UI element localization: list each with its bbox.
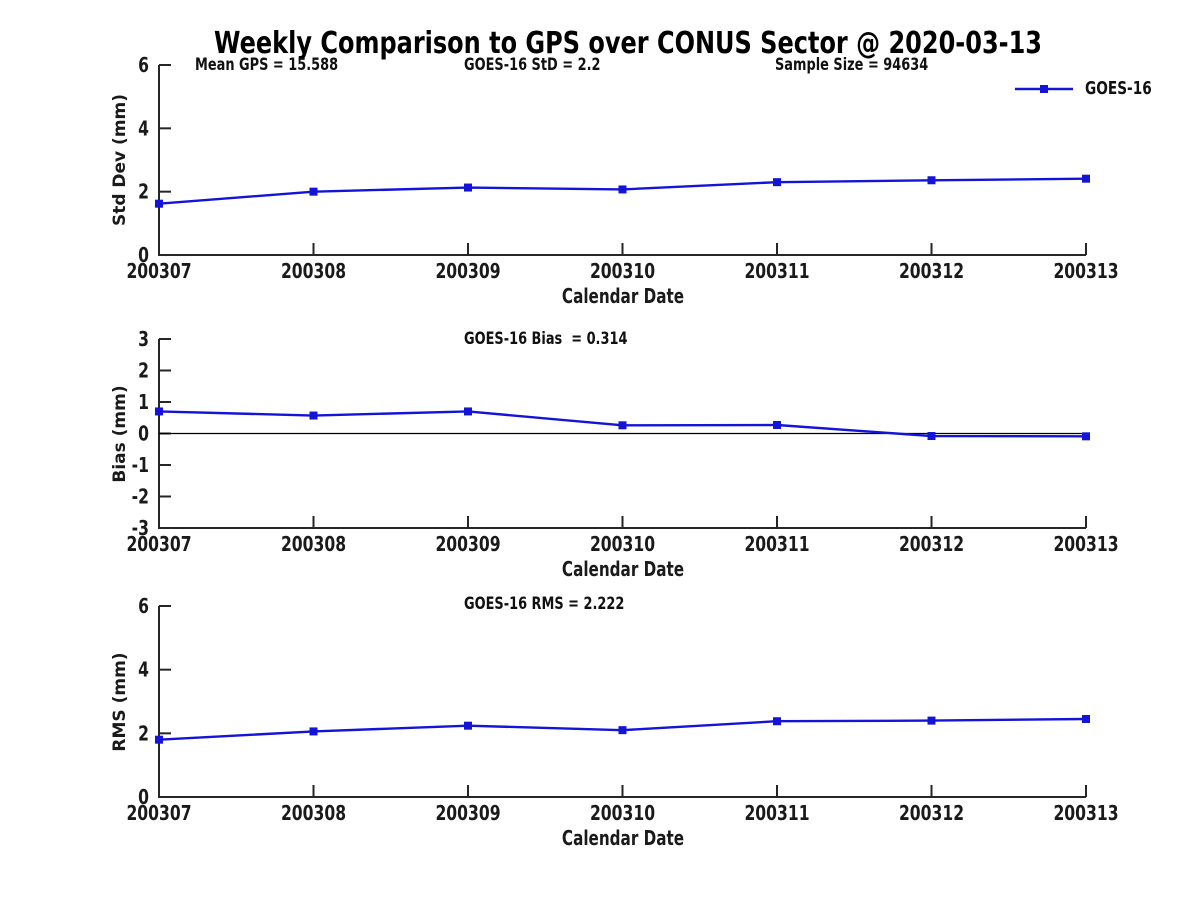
data-point-marker [309,411,318,420]
data-point-marker [618,726,627,735]
subplot-2: 0 2 4 6 200307 200308 200309 200310 200311 200312… [126,595,1118,825]
y-tick-label: 2 [138,722,149,745]
y-tick-label: 4 [138,117,149,140]
subplot-0: 0 2 4 6 200307 200308 200309 200310 200311 200312… [126,54,1118,283]
y-tick-label: 0 [138,423,149,446]
y-tick-label: -3 [132,517,149,540]
x-tick-label: 200308 [281,802,346,825]
xlabel-calendar-date-bottom: Calendar Date [561,826,685,850]
data-point-marker [927,432,936,441]
x-tick-label: 200307 [126,533,191,556]
y-tick-label: -1 [132,454,149,477]
x-tick-label: 200310 [590,533,655,556]
x-tick-label: 200313 [1053,533,1118,556]
data-point-marker [1082,715,1090,724]
y-tick-label: 6 [138,595,149,618]
xlabel-calendar-date-middle: Calendar Date [561,557,685,581]
data-point-marker [1082,432,1090,441]
annotation-goes16-std: GOES-16 StD = 2.2 [464,55,601,75]
x-tick-label: 200313 [1053,802,1118,825]
x-tick-label: 200309 [435,533,500,556]
data-point-marker [927,176,936,185]
data-point-marker [464,407,472,416]
data-point-marker [155,407,163,416]
y-tick-label: 0 [138,786,149,809]
data-point-marker [1082,174,1090,183]
y-tick-label: 3 [138,328,149,351]
legend-label: GOES-16 [1085,78,1152,99]
data-point-marker [618,185,627,194]
x-tick-label: 200311 [744,260,809,283]
x-tick-label: 200312 [899,533,964,556]
data-point-marker [464,721,472,730]
data-point-marker [927,716,936,725]
data-point-marker [155,735,163,744]
annotation-mean-gps: Mean GPS = 15.588 [195,55,339,75]
y-tick-label: 0 [138,244,149,267]
x-tick-label: 200312 [899,260,964,283]
x-tick-label: 200309 [435,802,500,825]
data-point-marker [155,199,163,208]
data-point-marker [618,421,627,430]
data-point-marker [309,727,318,736]
x-tick-label: 200311 [744,802,809,825]
x-tick-label: 200307 [126,802,191,825]
figure-title: Weekly Comparison to GPS over CONUS Sect… [213,26,1043,61]
data-point-marker [309,187,318,196]
x-tick-label: 200310 [590,260,655,283]
x-tick-label: 200309 [435,260,500,283]
annotation-sample-size: Sample Size = 94634 [775,55,929,75]
data-point-marker [773,178,781,187]
x-tick-label: 200311 [744,533,809,556]
x-tick-label: 200308 [281,533,346,556]
y-tick-label: 1 [138,391,149,414]
x-tick-label: 200308 [281,260,346,283]
y-tick-label: 6 [138,54,149,77]
y-tick-label: 2 [138,181,149,204]
legend-line-marker-icon [1015,85,1073,93]
x-tick-label: 200313 [1053,260,1118,283]
y-tick-label: -2 [132,486,149,509]
x-tick-label: 200310 [590,802,655,825]
x-tick-label: 200307 [126,260,191,283]
y-tick-label: 4 [138,659,149,682]
annotation-goes16-rms: GOES-16 RMS = 2.222 [464,594,625,614]
y-tick-label: 2 [138,360,149,383]
data-point-marker [773,717,781,726]
xlabel-calendar-date-top: Calendar Date [561,284,685,308]
data-point-marker [464,183,472,192]
legend: GOES-16 [1014,78,1173,99]
data-point-marker [773,420,781,429]
x-tick-label: 200312 [899,802,964,825]
annotation-goes16-bias: GOES-16 Bias = 0.314 [464,329,628,349]
